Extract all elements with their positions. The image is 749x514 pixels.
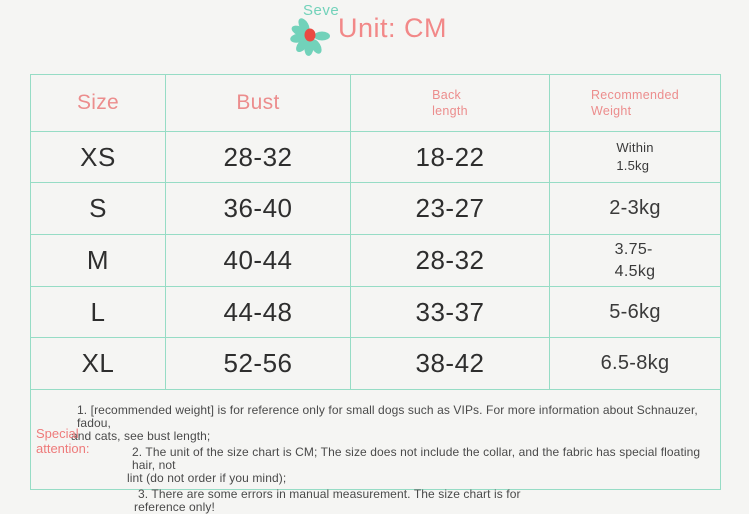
brand-logo: Seve (284, 0, 340, 62)
cell-weight: 6.5-8kg (550, 338, 720, 390)
cell-size: XL (31, 338, 166, 390)
cell-value-back-length: 28-32 (415, 245, 485, 275)
notes-list: 1. [recommended weight] is for reference… (31, 390, 720, 514)
cell-value-weight: 6.5-8kg (600, 352, 670, 374)
cell-size: M (31, 235, 166, 287)
cell-value-bust: 28-32 (223, 141, 293, 172)
note-line: 1. [recommended weight] is for reference… (77, 403, 698, 430)
notes-cell: Special attention: 1. [recommended weight… (31, 390, 720, 514)
special-attention-label: Special attention: (36, 426, 90, 457)
cell-size: XS (31, 132, 166, 183)
cell-size: S (31, 183, 166, 235)
cell-value-size: XL (81, 348, 115, 378)
cell-value-weight: Within 1.5kg (616, 140, 654, 173)
cell-value-size: M (86, 245, 110, 275)
cell-back-length: 38-42 (351, 338, 550, 390)
note-item: 3. There are some errors in manual measu… (31, 488, 720, 514)
cell-value-weight: 5-6kg (609, 300, 661, 323)
note-item: 2. The unit of the size chart is CM; The… (31, 446, 720, 485)
cell-back-length: 28-32 (351, 235, 550, 287)
cell-bust: 36-40 (166, 183, 351, 235)
cell-back-length: 23-27 (351, 183, 550, 235)
cell-weight: 2-3kg (550, 183, 720, 235)
cell-value-weight: 2-3kg (609, 197, 661, 219)
cell-value-back-length: 23-27 (415, 193, 485, 223)
note-line: lint (do not order if you mind); (127, 471, 287, 485)
note-line: reference only! (134, 500, 215, 514)
cell-bust: 40-44 (166, 235, 351, 287)
cell-value-size: XS (80, 141, 116, 172)
cell-value-back-length: 18-22 (415, 141, 485, 172)
cell-weight: 3.75- 4.5kg (550, 235, 720, 287)
header-label-recommended-weight: Recommended Weight (590, 87, 680, 118)
cell-size: L (31, 287, 166, 338)
cell-value-back-length: 38-42 (415, 348, 485, 378)
cell-value-weight: 3.75- 4.5kg (614, 240, 656, 280)
header-label-back-length: Back length (432, 87, 468, 118)
header-label-size: Size (76, 91, 120, 114)
header-cell-bust: Bust (166, 75, 351, 132)
note-item: 1. [recommended weight] is for reference… (31, 404, 720, 443)
cell-bust: 44-48 (166, 287, 351, 338)
cell-back-length: 33-37 (351, 287, 550, 338)
cell-value-bust: 36-40 (223, 193, 293, 223)
cell-value-back-length: 33-37 (415, 296, 485, 327)
header-cell-size: Size (31, 75, 166, 132)
note-line: 2. The unit of the size chart is CM; The… (132, 445, 701, 472)
note-line: and cats, see bust length; (71, 429, 211, 443)
cell-value-bust: 40-44 (223, 245, 293, 275)
size-chart-table: Size Bust Back length Recommended Weight XS 2… (30, 74, 721, 514)
cell-weight: 5-6kg (550, 287, 720, 338)
header-cell-back-length: Back length (351, 75, 550, 132)
cell-value-bust: 52-56 (223, 348, 293, 378)
note-line: 3. There are some errors in manual measu… (138, 487, 521, 501)
header-cell-recommended-weight: Recommended Weight (550, 75, 720, 132)
header-label-bust: Bust (236, 91, 280, 114)
cell-value-size: L (90, 296, 106, 327)
cell-value-size: S (89, 193, 107, 223)
flower-icon (290, 18, 330, 56)
cell-weight: Within 1.5kg (550, 132, 720, 183)
cell-bust: 52-56 (166, 338, 351, 390)
cell-bust: 28-32 (166, 132, 351, 183)
cell-back-length: 18-22 (351, 132, 550, 183)
unit-label: Unit: CM (338, 13, 448, 43)
cell-value-bust: 44-48 (223, 296, 293, 327)
brand-text: Seve (303, 2, 340, 19)
